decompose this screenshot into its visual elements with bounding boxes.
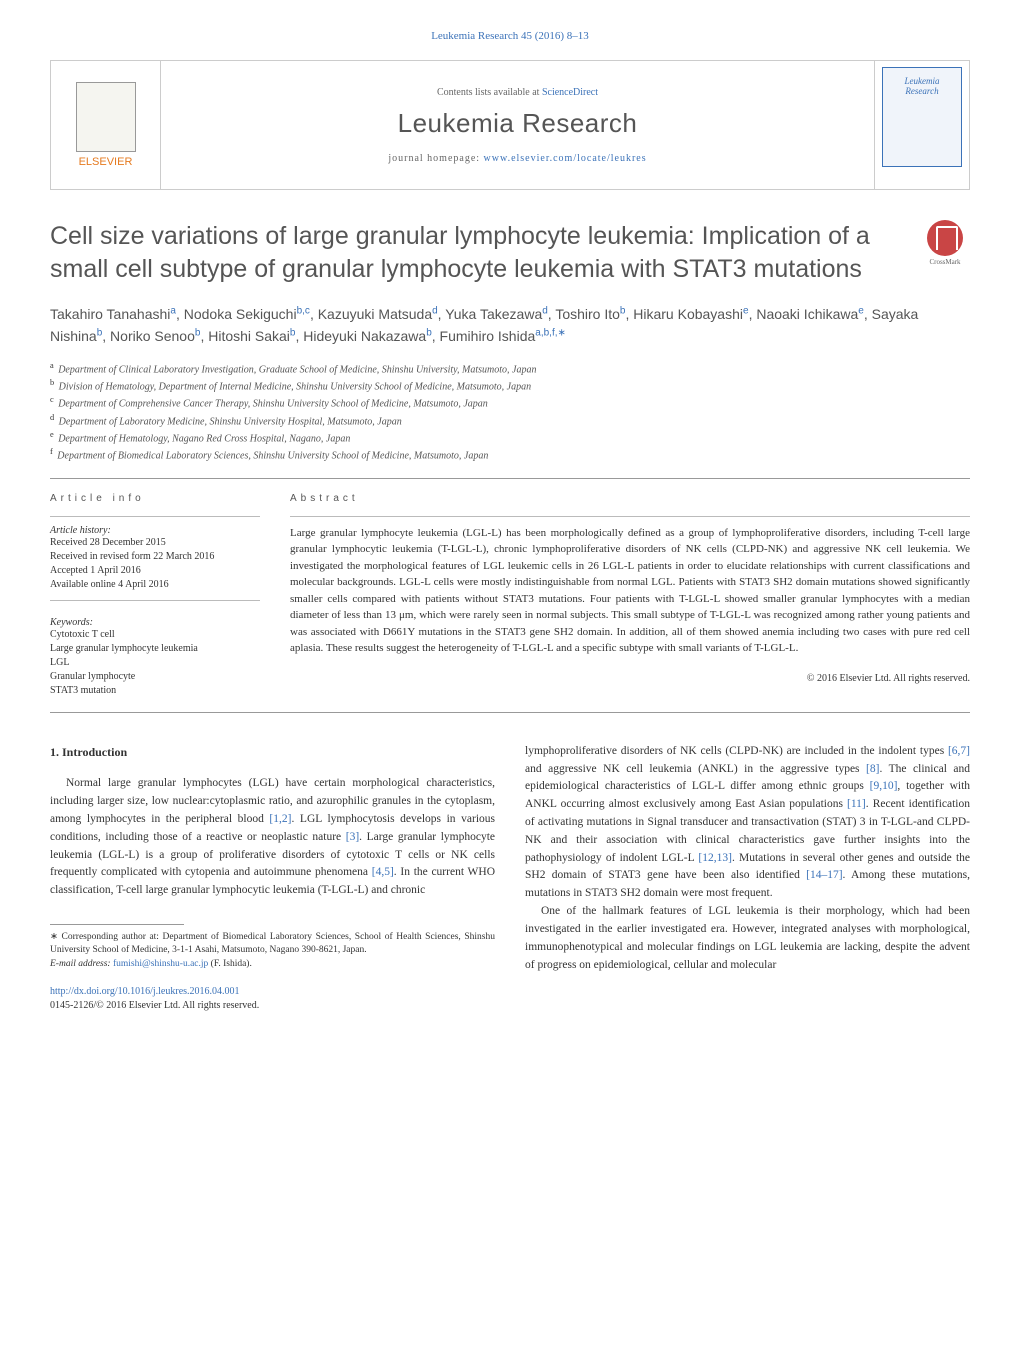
affiliation-item: f Department of Biomedical Laboratory Sc… <box>50 446 970 463</box>
journal-header: ELSEVIER Contents lists available at Sci… <box>50 60 970 190</box>
publisher-name: ELSEVIER <box>79 156 133 168</box>
affiliations-list: a Department of Clinical Laboratory Inve… <box>50 360 970 464</box>
ref-link[interactable]: [9,10] <box>870 780 898 792</box>
abstract-rule <box>290 516 970 517</box>
article-info-box: article info Article history: Received 2… <box>50 493 260 698</box>
affiliation-item: d Department of Laboratory Medicine, Shi… <box>50 412 970 429</box>
homepage-prefix: journal homepage: <box>388 153 483 164</box>
keyword-item: Cytotoxic T cell <box>50 628 260 642</box>
cover-title-1: Leukemia <box>905 76 940 86</box>
ref-link[interactable]: [11] <box>847 798 866 810</box>
publisher-logo: ELSEVIER <box>51 61 161 189</box>
body-text-columns: 1. Introduction Normal large granular ly… <box>50 743 970 1013</box>
crossmark-label: CrossMark <box>929 258 960 266</box>
intro-para-2: lymphoproliferative disorders of NK cell… <box>525 743 970 903</box>
doi-block: http://dx.doi.org/10.1016/j.leukres.2016… <box>50 985 495 1013</box>
header-center: Contents lists available at ScienceDirec… <box>161 61 874 189</box>
crossmark-icon <box>927 220 963 256</box>
affiliation-item: c Department of Comprehensive Cancer The… <box>50 394 970 411</box>
abstract-text: Large granular lymphocyte leukemia (LGL-… <box>290 525 970 657</box>
keyword-item: Large granular lymphocyte leukemia <box>50 642 260 656</box>
crossmark-badge[interactable]: CrossMark <box>920 220 970 270</box>
info-rule-1 <box>50 516 260 517</box>
history-item: Received 28 December 2015 <box>50 536 260 550</box>
ref-link[interactable]: [6,7] <box>948 745 970 757</box>
contents-available-line: Contents lists available at ScienceDirec… <box>437 87 598 98</box>
contents-prefix: Contents lists available at <box>437 87 542 98</box>
authors-list: Takahiro Tanahashia, Nodoka Sekiguchib,c… <box>50 303 970 348</box>
affiliation-item: b Division of Hematology, Department of … <box>50 377 970 394</box>
divider-bottom <box>50 712 970 713</box>
keywords-label: Keywords: <box>50 617 260 628</box>
journal-reference: Leukemia Research 45 (2016) 8–13 <box>50 30 970 42</box>
journal-title: Leukemia Research <box>398 108 638 139</box>
article-info-heading: article info <box>50 493 260 504</box>
email-link[interactable]: fumishi@shinshu-u.ac.jp <box>113 959 208 969</box>
email-label: E-mail address: <box>50 959 113 969</box>
sciencedirect-link[interactable]: ScienceDirect <box>542 87 598 98</box>
history-item: Accepted 1 April 2016 <box>50 564 260 578</box>
corresponding-author-note: ∗ Corresponding author at: Department of… <box>50 931 495 958</box>
affiliation-item: e Department of Hematology, Nagano Red C… <box>50 429 970 446</box>
ref-link[interactable]: [4,5] <box>372 866 394 878</box>
keyword-item: LGL <box>50 656 260 670</box>
issn-copyright: 0145-2126/© 2016 Elsevier Ltd. All right… <box>50 1000 259 1011</box>
abstract-copyright: © 2016 Elsevier Ltd. All rights reserved… <box>290 673 970 684</box>
journal-homepage-line: journal homepage: www.elsevier.com/locat… <box>388 153 646 164</box>
ref-link[interactable]: [8] <box>866 763 879 775</box>
article-title: Cell size variations of large granular l… <box>50 220 900 285</box>
history-item: Available online 4 April 2016 <box>50 578 260 592</box>
ref-link[interactable]: [12,13] <box>698 852 732 864</box>
abstract-heading: abstract <box>290 493 970 504</box>
doi-link[interactable]: http://dx.doi.org/10.1016/j.leukres.2016… <box>50 986 240 997</box>
cover-image: Leukemia Research <box>882 67 962 167</box>
journal-cover-thumb: Leukemia Research <box>874 61 969 189</box>
history-label: Article history: <box>50 525 260 536</box>
email-footnote: E-mail address: fumishi@shinshu-u.ac.jp … <box>50 958 495 971</box>
body-column-right: lymphoproliferative disorders of NK cell… <box>525 743 970 1013</box>
keyword-item: STAT3 mutation <box>50 684 260 698</box>
body-column-left: 1. Introduction Normal large granular ly… <box>50 743 495 1013</box>
elsevier-tree-icon <box>76 82 136 152</box>
ref-link[interactable]: [14–17] <box>806 869 842 881</box>
intro-para-1: Normal large granular lymphocytes (LGL) … <box>50 775 495 900</box>
divider-top <box>50 478 970 479</box>
ref-link[interactable]: [1,2] <box>269 813 291 825</box>
cover-title-2: Research <box>905 86 938 96</box>
info-rule-2 <box>50 600 260 601</box>
affiliation-item: a Department of Clinical Laboratory Inve… <box>50 360 970 377</box>
ref-link[interactable]: [3] <box>346 831 359 843</box>
history-item: Received in revised form 22 March 2016 <box>50 550 260 564</box>
email-paren: (F. Ishida). <box>208 959 252 969</box>
abstract-box: abstract Large granular lymphocyte leuke… <box>290 493 970 698</box>
footnote-rule <box>50 924 184 925</box>
keyword-item: Granular lymphocyte <box>50 670 260 684</box>
intro-heading: 1. Introduction <box>50 743 495 762</box>
intro-para-3: One of the hallmark features of LGL leuk… <box>525 903 970 974</box>
homepage-link[interactable]: www.elsevier.com/locate/leukres <box>484 153 647 164</box>
